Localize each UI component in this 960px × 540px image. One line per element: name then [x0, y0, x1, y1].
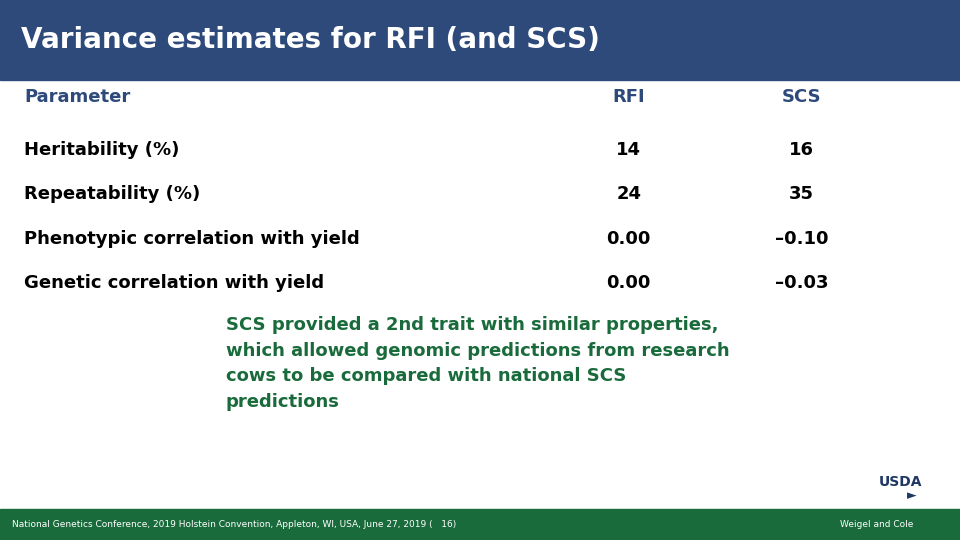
Text: SCS provided a 2nd trait with similar properties,
which allowed genomic predicti: SCS provided a 2nd trait with similar pr… [226, 316, 730, 411]
Text: RFI: RFI [612, 88, 645, 106]
Text: Parameter: Parameter [24, 88, 131, 106]
Text: SCS: SCS [781, 88, 822, 106]
Text: Phenotypic correlation with yield: Phenotypic correlation with yield [24, 230, 360, 248]
Text: –0.10: –0.10 [775, 230, 828, 248]
Text: 35: 35 [789, 185, 814, 204]
Text: 16: 16 [789, 141, 814, 159]
Text: 0.00: 0.00 [607, 274, 651, 292]
Text: Genetic correlation with yield: Genetic correlation with yield [24, 274, 324, 292]
Text: –0.03: –0.03 [775, 274, 828, 292]
Text: 14: 14 [616, 141, 641, 159]
Text: 0.00: 0.00 [607, 230, 651, 248]
Text: USDA: USDA [878, 475, 922, 489]
Text: Repeatability (%): Repeatability (%) [24, 185, 201, 204]
Text: Weigel and Cole: Weigel and Cole [840, 520, 913, 529]
Text: National Genetics Conference, 2019 Holstein Convention, Appleton, WI, USA, June : National Genetics Conference, 2019 Holst… [12, 520, 456, 529]
Text: ►: ► [907, 489, 917, 502]
Text: 24: 24 [616, 185, 641, 204]
Text: Variance estimates for RFI (and SCS): Variance estimates for RFI (and SCS) [21, 26, 600, 54]
Text: Heritability (%): Heritability (%) [24, 141, 180, 159]
